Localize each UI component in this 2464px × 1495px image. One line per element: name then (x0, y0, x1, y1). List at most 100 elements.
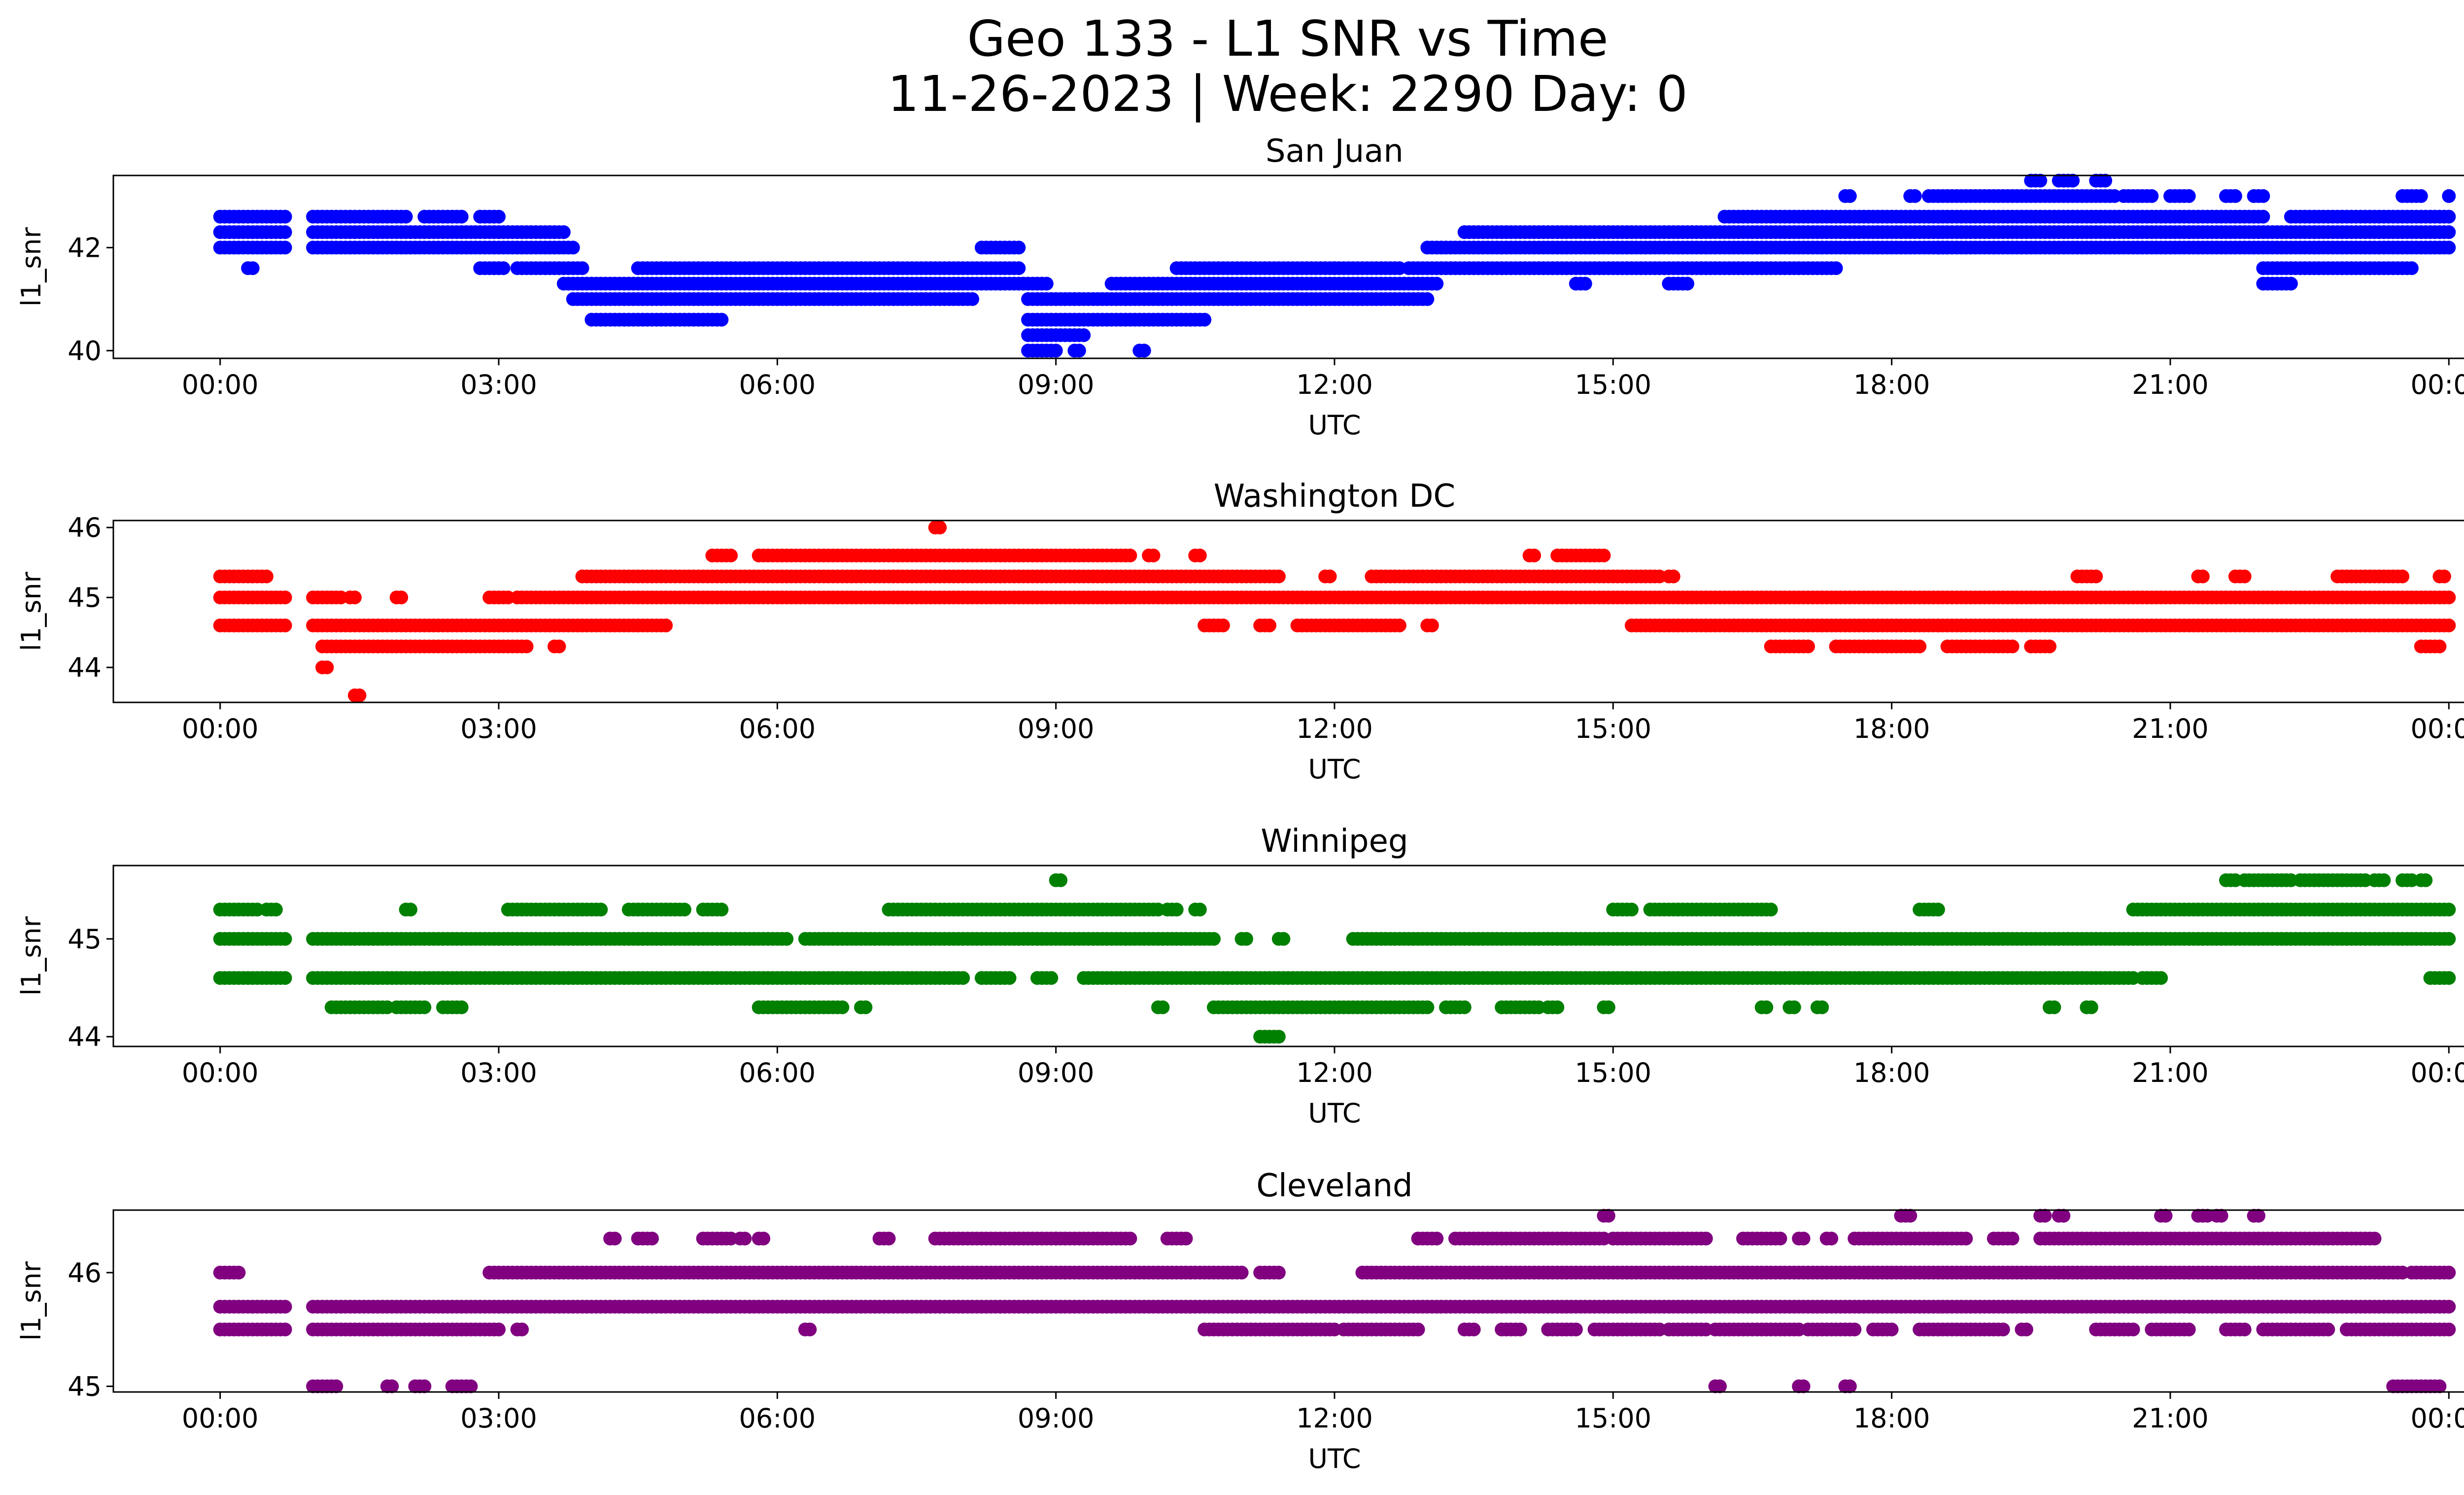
data-point (2419, 873, 2433, 887)
y-tick-label: 44 (68, 652, 102, 683)
data-point (1072, 344, 1086, 358)
data-point (245, 261, 260, 276)
data-point (2414, 189, 2428, 203)
data-point (232, 1265, 246, 1280)
data-point (2396, 569, 2410, 584)
data-point (715, 903, 729, 917)
data-point (1012, 261, 1026, 276)
data-point (552, 639, 566, 654)
data-point (519, 639, 534, 654)
data-point (1146, 549, 1161, 562)
data-point (1666, 569, 1680, 584)
data-point (2442, 209, 2456, 224)
data-point (1263, 618, 1277, 632)
x-tick-label: 03:00 (460, 369, 537, 400)
data-point (404, 903, 417, 917)
data-point (394, 591, 409, 605)
x-tick-label: 15:00 (1575, 1057, 1652, 1088)
x-tick-label: 09:00 (1018, 713, 1095, 744)
data-point (1044, 971, 1059, 985)
y-axis-label: l1_snr (16, 916, 47, 996)
x-tick-label: 06:00 (739, 1057, 816, 1088)
y-tick-label: 44 (68, 1021, 102, 1052)
y-tick-label: 42 (68, 232, 102, 263)
data-point (454, 1000, 469, 1014)
data-point (2442, 225, 2456, 239)
x-tick-label: 18:00 (1853, 713, 1930, 744)
data-point (1012, 241, 1026, 255)
data-point (1759, 1000, 1774, 1014)
data-point (956, 971, 970, 985)
data-point (1198, 313, 1212, 327)
x-tick-label: 06:00 (739, 713, 816, 744)
data-point (1801, 639, 1815, 654)
x-tick-label: 12:00 (1296, 369, 1373, 400)
x-tick-label: 21:00 (2132, 1057, 2209, 1088)
y-tick-label: 45 (68, 924, 102, 955)
data-point (1156, 1000, 1170, 1014)
data-point (556, 225, 571, 239)
data-point (2182, 189, 2196, 203)
x-tick-label: 06:00 (739, 369, 816, 400)
panel-title: Winnipeg (1261, 823, 1408, 860)
data-point (278, 932, 292, 946)
data-point (2284, 277, 2298, 291)
data-point (1392, 618, 1406, 632)
x-tick-label: 09:00 (1018, 1057, 1095, 1088)
data-point (1601, 1000, 1615, 1014)
x-tick-label: 00:00 (2410, 713, 2464, 744)
data-point (2043, 639, 2056, 654)
data-point (1815, 1000, 1829, 1014)
data-point (1216, 618, 1230, 632)
data-point (594, 903, 608, 917)
data-point (2195, 569, 2210, 584)
data-point (1787, 1000, 1801, 1014)
y-axis-label: l1_snr (16, 227, 47, 307)
data-point (2047, 1000, 2061, 1014)
data-point (1169, 903, 1184, 917)
data-point (2005, 639, 2019, 654)
y-tick-label: 46 (68, 512, 102, 543)
data-point (417, 1000, 432, 1014)
data-point (835, 1000, 850, 1014)
data-point (1843, 189, 1857, 203)
data-point (2432, 639, 2447, 654)
data-point (1829, 261, 1843, 276)
x-tick-label: 00:00 (182, 369, 259, 400)
figure-title-line-2: 11-26-2023 | Week: 2290 Day: 0 (888, 65, 1687, 123)
data-point (1123, 549, 1137, 562)
data-point (566, 241, 580, 255)
data-point (278, 618, 292, 632)
data-point (1193, 549, 1207, 562)
y-tick-label: 45 (68, 582, 102, 613)
data-point (1137, 344, 1151, 358)
panel-title: San Juan (1266, 133, 1403, 170)
data-point (2442, 241, 2456, 255)
data-point (1193, 903, 1207, 917)
data-point (2442, 903, 2456, 917)
data-point (2154, 971, 2168, 985)
data-point (399, 209, 413, 224)
data-point (320, 661, 334, 674)
x-tick-label: 12:00 (1296, 1057, 1373, 1088)
data-point (1625, 903, 1639, 917)
data-point (2145, 189, 2159, 203)
x-tick-label: 00:00 (2410, 1057, 2464, 1088)
scatter-points (213, 521, 2456, 702)
data-point (278, 209, 292, 224)
data-point (1077, 328, 1091, 342)
data-point (2256, 209, 2270, 224)
x-tick-label: 18:00 (1853, 1057, 1930, 1088)
x-tick-label: 00:00 (182, 713, 259, 744)
data-point (278, 241, 292, 255)
x-tick-label: 03:00 (460, 1057, 537, 1088)
data-point (278, 591, 292, 605)
data-point (2066, 174, 2080, 188)
data-point (278, 225, 292, 239)
data-point (1913, 639, 1927, 654)
data-point (1276, 932, 1291, 946)
data-point (1323, 569, 1337, 584)
